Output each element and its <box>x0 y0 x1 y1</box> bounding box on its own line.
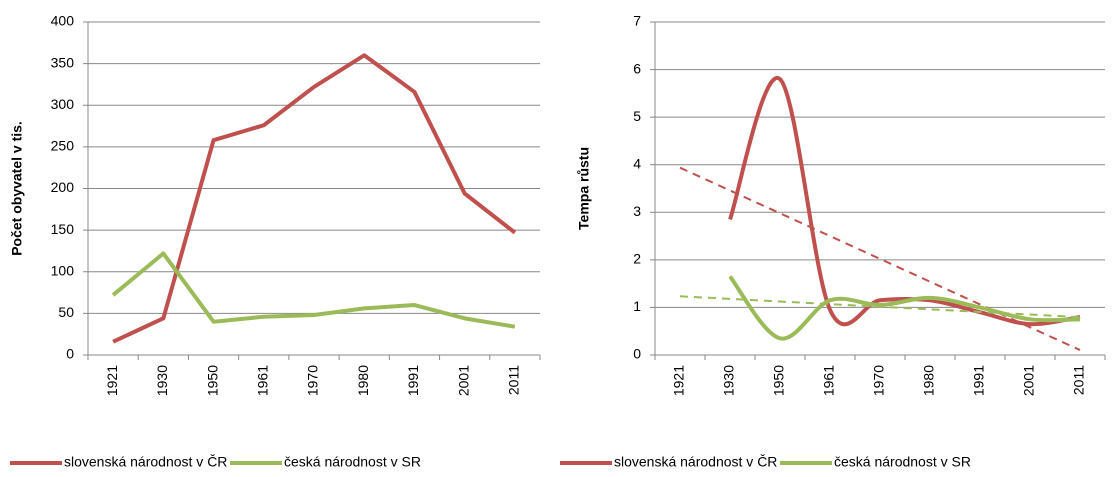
legend-label: česká národnost v SR <box>284 454 421 470</box>
x-tick-label: 2001 <box>455 365 471 396</box>
y-tick-label: 7 <box>633 13 641 29</box>
series-line <box>111 251 516 329</box>
x-tick-label: 2011 <box>506 365 522 395</box>
y-tick-label: 350 <box>51 54 75 70</box>
legend-label: slovenská národnost v ČR <box>64 454 227 470</box>
y-tick-label: 6 <box>633 60 641 76</box>
y-tick-label: 3 <box>633 203 641 219</box>
x-tick-label: 1961 <box>821 365 837 396</box>
x-tick-label: 1980 <box>355 365 371 396</box>
x-tick-label: 1950 <box>771 365 787 396</box>
x-tick-label: 1980 <box>921 365 937 396</box>
x-tick-label: 1970 <box>871 365 887 396</box>
x-tick-label: 1930 <box>154 365 170 396</box>
y-tick-label: 200 <box>51 179 75 195</box>
y-tick-label: 400 <box>51 13 75 29</box>
x-tick-label: 1970 <box>305 365 321 396</box>
y-tick-label: 4 <box>633 155 641 171</box>
series-line <box>728 275 1081 341</box>
x-tick-label: 1930 <box>721 365 737 396</box>
x-tick-label: 2001 <box>1021 365 1037 396</box>
y-tick-label: 50 <box>58 304 74 320</box>
axis-title: Tempa růstu <box>576 147 592 230</box>
x-tick-label: 1991 <box>971 365 987 396</box>
x-tick-label: 1961 <box>254 365 270 396</box>
x-tick-label: 1991 <box>405 365 421 396</box>
series-line <box>728 76 1081 327</box>
axis-title: Počet obyvatel v tis. <box>9 121 25 256</box>
y-tick-label: 150 <box>51 221 75 237</box>
x-tick-label: 1921 <box>104 365 120 396</box>
y-tick-label: 0 <box>633 346 641 362</box>
x-tick-label: 2011 <box>1071 365 1087 395</box>
series-line <box>112 53 517 344</box>
x-tick-label: 1950 <box>204 365 220 396</box>
y-tick-label: 100 <box>51 262 75 278</box>
legend-label: česká národnost v SR <box>834 454 971 470</box>
y-tick-label: 1 <box>633 298 641 314</box>
y-tick-label: 2 <box>633 251 641 267</box>
y-tick-label: 0 <box>66 346 74 362</box>
y-tick-label: 5 <box>633 108 641 124</box>
x-tick-label: 1921 <box>671 365 687 396</box>
y-tick-label: 300 <box>51 96 75 112</box>
legend-label: slovenská národnost v ČR <box>614 454 777 470</box>
y-tick-label: 250 <box>51 138 75 154</box>
